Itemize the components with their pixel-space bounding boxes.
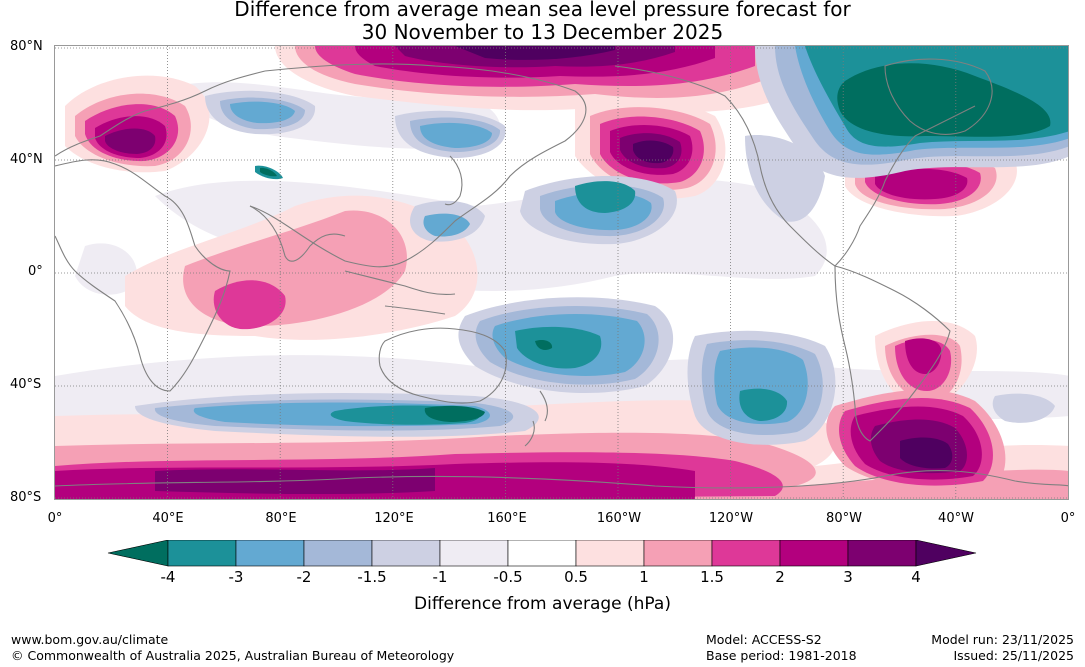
footer-base-period: Base period: 1981-2018 xyxy=(706,648,857,663)
coast-north-america xyxy=(614,65,976,267)
footer-copyright: © Commonwealth of Australia 2025, Austra… xyxy=(11,648,455,663)
colorbar-segment xyxy=(371,540,441,567)
colorbar-tick-label: 0.5 xyxy=(564,568,588,586)
colorbar-extend-min xyxy=(107,540,169,567)
colorbar-tick-label: 2 xyxy=(775,568,785,586)
colorbar-segment xyxy=(507,540,577,567)
lon-label-80w: 80°W xyxy=(826,511,862,526)
colorbar-extend-max xyxy=(915,540,977,567)
chart-title-line2: 30 November to 13 December 2025 xyxy=(361,20,724,44)
colorbar-tick-label: -2 xyxy=(296,568,312,586)
footer-website: www.bom.gov.au/climate xyxy=(11,632,169,647)
coast-south-america xyxy=(834,265,951,442)
lat-label-40n: 40°N xyxy=(10,152,43,167)
colorbar-segment xyxy=(303,540,373,567)
colorbar-segment xyxy=(711,540,781,567)
coast-new-zealand xyxy=(524,390,549,447)
colorbar-tick-label: 3 xyxy=(843,568,853,586)
anomaly-neg4-regions xyxy=(260,63,1051,422)
colorbar-segment xyxy=(439,540,509,567)
lon-label-40w: 40°W xyxy=(938,511,974,526)
lon-label-160w: 160°W xyxy=(596,511,642,526)
colorbar-tick-label: 1 xyxy=(639,568,649,586)
lon-label-40e: 40°E xyxy=(152,511,184,526)
colorbar-segment xyxy=(575,540,645,567)
lon-label-160e: 160°E xyxy=(487,511,527,526)
colorbar-tick-label: -4 xyxy=(160,568,176,586)
coast-greenland xyxy=(884,58,993,135)
footer-model: Model: ACCESS-S2 xyxy=(706,632,822,647)
coast-indonesia xyxy=(344,270,456,315)
colorbar-tick-label: -1.5 xyxy=(357,568,387,586)
colorbar-segment xyxy=(643,540,713,567)
colorbar-tick-label: -3 xyxy=(228,568,244,586)
colorbar-tick-label: -0.5 xyxy=(493,568,523,586)
colorbar-title: Difference from average (hPa) xyxy=(414,594,671,614)
colorbar-tick-label: 1.5 xyxy=(700,568,724,586)
anomaly-pos4-regions xyxy=(455,46,953,469)
graticule xyxy=(55,46,1068,499)
lat-label-80s: 80°S xyxy=(10,490,42,505)
coast-antarctica xyxy=(55,470,1068,489)
coastlines xyxy=(55,58,1068,489)
lat-label-80n: 80°N xyxy=(10,39,43,54)
lon-label-0-right: 0° xyxy=(1060,511,1076,526)
map-svg xyxy=(55,46,1068,499)
coast-africa xyxy=(55,159,231,392)
coast-europe xyxy=(55,70,266,157)
footer-model-run: Model run: 23/11/2025 xyxy=(931,632,1074,647)
coast-india xyxy=(249,205,346,262)
colorbar-segment xyxy=(779,540,849,567)
lon-label-80e: 80°E xyxy=(265,511,297,526)
pressure-anomaly-map xyxy=(54,45,1069,500)
coast-japan xyxy=(444,155,463,206)
lon-label-120e: 120°E xyxy=(374,511,414,526)
colorbar xyxy=(107,540,977,567)
lat-label-0: 0° xyxy=(28,264,43,279)
footer-issued: Issued: 25/11/2025 xyxy=(953,648,1075,663)
lon-label-0-left: 0° xyxy=(47,511,63,526)
lon-label-120w: 120°W xyxy=(708,511,754,526)
coast-australia xyxy=(378,327,507,404)
colorbar-segment xyxy=(847,540,917,567)
lat-label-40s: 40°S xyxy=(10,377,42,392)
colorbar-tick-label: 4 xyxy=(911,568,921,586)
chart-title-line1: Difference from average mean sea level p… xyxy=(234,0,851,21)
coast-asia xyxy=(249,63,587,268)
colorbar-tick-label: -1 xyxy=(432,568,448,586)
colorbar-segment xyxy=(235,540,305,567)
colorbar-segment xyxy=(167,540,237,567)
